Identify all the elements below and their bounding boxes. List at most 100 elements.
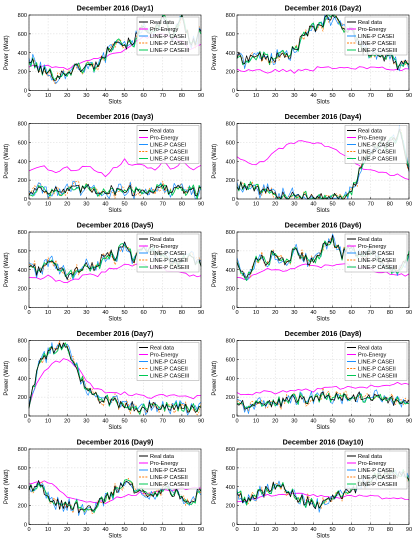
x-tick-label: 10 <box>253 93 259 99</box>
series-line-line-p-caseii <box>28 14 202 85</box>
x-tick-label: 60 <box>349 202 355 208</box>
y-axis-label: Power (Watt) <box>212 35 218 70</box>
x-tick-label: 50 <box>121 419 127 425</box>
y-tick-label: 800 <box>18 13 27 19</box>
x-tick-label: 40 <box>310 93 316 99</box>
legend-label: LINE-P CASEIII <box>150 265 190 271</box>
series-line-pro-energy <box>236 492 410 503</box>
legend-label: Real data <box>150 20 175 26</box>
x-axis-label: Slots <box>316 100 329 106</box>
y-tick-label: 600 <box>18 140 27 146</box>
y-tick-label: 800 <box>18 339 27 345</box>
x-tick-label: 90 <box>198 527 204 533</box>
x-tick-label: 10 <box>45 93 51 99</box>
chart-title: December 2016 (Day7) <box>77 329 154 338</box>
x-tick-label: 20 <box>272 419 278 425</box>
x-tick-label: 0 <box>235 93 238 99</box>
y-axis-label: Power (Watt) <box>212 144 218 179</box>
x-axis-label: Slots <box>316 534 329 540</box>
x-axis-label: Slots <box>108 208 121 214</box>
chart-panel-2: 0 10 20 30 40 50 60 70 80 90 0 200 400 600 800 December… <box>212 4 412 106</box>
y-tick-label: 800 <box>226 122 235 128</box>
y-tick-label: 400 <box>18 268 27 274</box>
x-axis-label: Slots <box>108 100 121 106</box>
series-line-line-p-caseiii <box>236 392 410 409</box>
chart-panel-5: 0 10 20 30 40 50 60 70 80 90 0 200 400 600 800 December… <box>4 221 204 323</box>
x-tick-label: 60 <box>141 419 147 425</box>
y-tick-label: 800 <box>226 230 235 236</box>
x-tick-label: 50 <box>329 419 335 425</box>
y-axis-label: Power (Watt) <box>4 361 10 396</box>
x-tick-label: 30 <box>291 527 297 533</box>
chart-panel-10: 0 10 20 30 40 50 60 70 80 90 0 200 400 600 800 December… <box>212 438 412 540</box>
x-tick-label: 10 <box>253 419 259 425</box>
x-tick-label: 40 <box>310 527 316 533</box>
x-axis-label: Slots <box>316 208 329 214</box>
x-tick-label: 60 <box>349 93 355 99</box>
x-tick-label: 10 <box>45 310 51 316</box>
y-tick-label: 200 <box>18 504 27 510</box>
y-tick-label: 0 <box>24 523 27 529</box>
legend-label: Real data <box>358 346 383 352</box>
x-tick-label: 70 <box>160 419 166 425</box>
series-line-real-data <box>28 342 202 413</box>
y-tick-label: 600 <box>18 466 27 472</box>
x-tick-label: 50 <box>121 310 127 316</box>
x-tick-label: 30 <box>291 93 297 99</box>
y-axis-label: Power (Watt) <box>212 469 218 504</box>
x-tick-label: 80 <box>387 419 393 425</box>
y-tick-label: 200 <box>226 70 235 76</box>
x-tick-label: 30 <box>83 527 89 533</box>
x-tick-label: 60 <box>349 310 355 316</box>
legend-label: LINE-P CASEI <box>150 143 187 149</box>
x-tick-label: 70 <box>160 93 166 99</box>
x-tick-label: 50 <box>329 310 335 316</box>
x-tick-label: 80 <box>179 419 185 425</box>
x-tick-label: 40 <box>102 202 108 208</box>
series-line-real-data <box>28 183 202 197</box>
legend-label: LINE-P CASEII <box>358 150 396 156</box>
series-line-real-data <box>236 14 410 71</box>
legend-label: LINE-P CASEII <box>150 475 188 481</box>
x-tick-label: 30 <box>291 202 297 208</box>
x-axis-label: Slots <box>316 317 329 323</box>
x-tick-label: 90 <box>406 527 412 533</box>
y-tick-label: 200 <box>18 395 27 401</box>
legend-label: Pro-Energy <box>358 136 386 142</box>
x-tick-label: 50 <box>121 202 127 208</box>
y-tick-label: 200 <box>18 70 27 76</box>
series-line-pro-energy <box>28 158 202 178</box>
y-tick-label: 0 <box>24 89 27 95</box>
y-axis-label: Power (Watt) <box>4 35 10 70</box>
y-axis-label: Power (Watt) <box>212 361 218 396</box>
x-tick-label: 80 <box>179 93 185 99</box>
x-tick-label: 70 <box>368 310 374 316</box>
series-line-real-data <box>28 480 202 514</box>
legend-label: Pro-Energy <box>150 353 178 359</box>
x-tick-label: 20 <box>64 527 70 533</box>
series-line-line-p-caseiii <box>28 342 202 415</box>
x-tick-label: 80 <box>387 93 393 99</box>
y-tick-label: 0 <box>232 89 235 95</box>
legend-label: Pro-Energy <box>358 353 386 359</box>
x-axis-label: Slots <box>108 534 121 540</box>
legend-label: LINE-P CASEIII <box>150 48 190 54</box>
y-tick-label: 600 <box>226 140 235 146</box>
x-tick-label: 30 <box>291 419 297 425</box>
x-tick-label: 60 <box>141 527 147 533</box>
legend-label: Real data <box>150 346 175 352</box>
y-tick-label: 0 <box>24 197 27 203</box>
chart-panel-9: 0 10 20 30 40 50 60 70 80 90 0 200 400 600 800 December… <box>4 438 204 540</box>
x-tick-label: 0 <box>27 527 30 533</box>
series-line-pro-energy <box>28 480 202 504</box>
y-tick-label: 400 <box>226 485 235 491</box>
legend-label: LINE-P CASEII <box>150 258 188 264</box>
x-tick-label: 90 <box>406 419 412 425</box>
y-axis-label: Power (Watt) <box>212 252 218 287</box>
x-tick-label: 80 <box>179 527 185 533</box>
x-tick-label: 50 <box>329 202 335 208</box>
series-line-line-p-caseiii <box>28 479 202 513</box>
legend-label: LINE-P CASEIII <box>358 374 398 380</box>
